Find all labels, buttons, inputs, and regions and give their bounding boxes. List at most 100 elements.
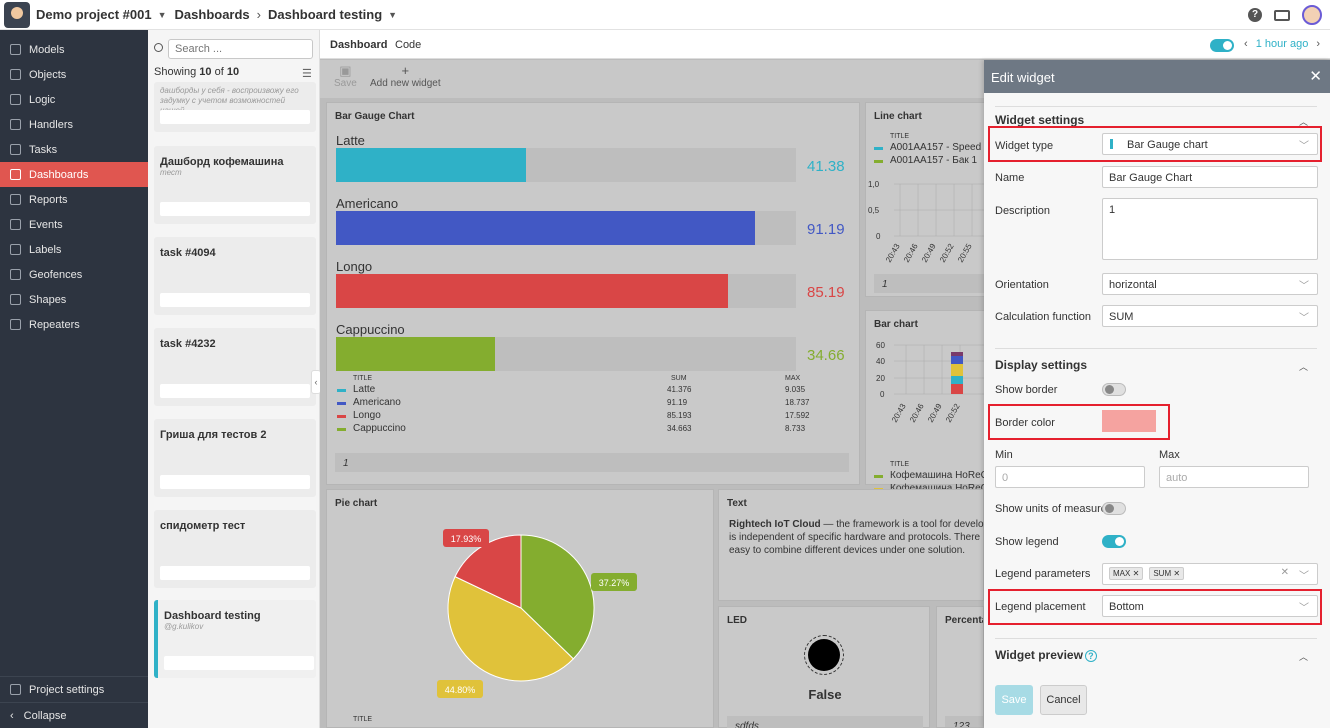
divider <box>995 348 1317 349</box>
pie-chart-widget[interactable]: Pie chart 17.93% 37.27% 44.80% TITLE <box>326 489 714 728</box>
save-button[interactable]: Save <box>995 685 1033 715</box>
sidebar-item-geofences[interactable]: Geofences <box>0 262 148 287</box>
percent-widget[interactable]: Percenta 123 <box>936 606 984 728</box>
widget-footer: sdfds <box>727 716 923 728</box>
bar-gauge-icon <box>1110 139 1119 149</box>
breadcrumb-current[interactable]: Dashboard testing <box>268 7 383 22</box>
led-state: False <box>808 687 842 702</box>
project-name[interactable]: Demo project #001 <box>36 7 152 22</box>
line-chart-widget[interactable]: Line chart TITLE A001AA157 - Speed A001A… <box>865 102 986 297</box>
sidebar-item-shapes[interactable]: Shapes <box>0 287 148 312</box>
help-icon[interactable]: ? <box>1248 8 1262 22</box>
led-widget[interactable]: LED False sdfds <box>718 606 930 728</box>
y-tick-label: 20 <box>876 374 885 383</box>
sidebar-item-models[interactable]: Models <box>0 37 148 62</box>
sidebar-item-logic[interactable]: Logic <box>0 87 148 112</box>
border-color-swatch[interactable] <box>1102 410 1156 432</box>
legend-param-tag[interactable]: SUM ✕ <box>1149 567 1185 580</box>
list-item[interactable]: спидометр тест <box>154 510 316 588</box>
sidebar-item-tasks[interactable]: Tasks <box>0 137 148 162</box>
sidebar-item-repeaters[interactable]: Repeaters <box>0 312 148 337</box>
save-button[interactable]: ▣ Save <box>334 63 357 90</box>
cancel-button[interactable]: Cancel <box>1040 685 1087 715</box>
card-preview <box>160 293 310 307</box>
clear-icon[interactable]: ✕ <box>1280 567 1289 578</box>
list-item[interactable]: task #4094 <box>154 237 316 315</box>
min-input[interactable]: 0 <box>995 466 1145 488</box>
show-legend-toggle[interactable] <box>1102 535 1126 548</box>
show-units-label: Show units of measure <box>995 503 1107 515</box>
sidebar-item-labels[interactable]: Labels <box>0 237 148 262</box>
widget-title: Text <box>727 498 747 509</box>
y-tick-label: 0 <box>876 232 881 241</box>
list-item[interactable]: Гриша для тестов 2 <box>154 419 316 497</box>
tab-dashboard[interactable]: Dashboard <box>330 39 388 51</box>
section-display-settings[interactable]: Display settings <box>995 358 1088 372</box>
legend-params-label: Legend parameters <box>995 568 1091 580</box>
sidebar-item-reports[interactable]: Reports <box>0 187 148 212</box>
mail-icon[interactable] <box>1274 9 1290 21</box>
name-input[interactable]: Bar Gauge Chart <box>1102 166 1318 188</box>
widget-type-select[interactable]: Bar Gauge chart ﹀ <box>1102 133 1318 155</box>
close-icon[interactable]: ✕ <box>1309 68 1322 85</box>
time-range[interactable]: 1 hour ago <box>1255 38 1309 50</box>
filter-icon[interactable]: ☰ <box>302 68 312 80</box>
chevron-down-icon[interactable]: ▼ <box>388 9 398 20</box>
show-units-toggle[interactable] <box>1102 502 1126 515</box>
card-title: Гриша для тестов 2 <box>160 429 267 441</box>
bar-gauge-widget[interactable]: Bar Gauge Chart Latte 41.38 Americano 91… <box>326 102 860 485</box>
bar-chart-widget[interactable]: Bar chart 60 40 20 0 20:43 20:46 20:49 2… <box>865 310 993 494</box>
search-input[interactable] <box>168 39 313 59</box>
dashboard-icon <box>10 169 21 180</box>
handler-icon <box>10 119 21 130</box>
live-toggle[interactable] <box>1210 39 1234 52</box>
chevron-left-icon[interactable]: ‹ <box>1244 38 1248 50</box>
description-textarea[interactable]: 1 <box>1102 198 1318 260</box>
max-input[interactable]: auto <box>1159 466 1309 488</box>
legend-row: Cappuccino 34.663 8.733 <box>337 423 807 436</box>
highlight-box <box>988 589 1322 625</box>
avatar[interactable] <box>1302 5 1322 25</box>
gauge-value: 91.19 <box>807 221 845 238</box>
gauge-track <box>336 337 796 371</box>
collapse-button[interactable]: ‹ Collapse <box>0 702 148 728</box>
chevron-right-icon[interactable]: › <box>1316 38 1320 50</box>
sidebar-item-events[interactable]: Events <box>0 212 148 237</box>
bar-segment <box>951 352 963 356</box>
section-widget-preview[interactable]: Widget preview? <box>995 648 1097 662</box>
legend-header-title: TITLE <box>353 375 373 382</box>
text-widget[interactable]: Text Rightech IoT Cloud — the framework … <box>718 489 989 601</box>
card-preview <box>160 384 310 398</box>
pie-label-bg <box>591 573 637 591</box>
calc-function-select[interactable]: SUM ﹀ <box>1102 305 1318 327</box>
sidebar-item-handlers[interactable]: Handlers <box>0 112 148 137</box>
breadcrumb-dashboards[interactable]: Dashboards <box>174 7 250 22</box>
orientation-select[interactable]: horizontal ﹀ <box>1102 273 1318 295</box>
legend-row: Americano 91.19 18.737 <box>337 397 809 410</box>
legend-param-tag[interactable]: MAX ✕ <box>1109 567 1144 580</box>
widget-title: Bar Gauge Chart <box>335 111 415 122</box>
legend-placement-select[interactable]: Bottom ﹀ <box>1102 595 1318 617</box>
section-widget-settings[interactable]: Widget settings <box>995 113 1085 127</box>
project-settings-button[interactable]: Project settings <box>0 676 148 702</box>
tab-code[interactable]: Code <box>395 39 422 51</box>
pie-label-bg <box>437 680 483 698</box>
legend-title: TITLE <box>890 461 910 468</box>
chevron-up-icon[interactable]: ︿ <box>1298 362 1308 372</box>
add-widget-button[interactable]: + Add new widget <box>370 63 441 90</box>
sidebar-item-objects[interactable]: Objects <box>0 62 148 87</box>
chevron-up-icon[interactable]: ︿ <box>1298 117 1308 127</box>
list-item-selected[interactable]: Dashboard testing @g.kulikov <box>154 600 316 678</box>
app-logo[interactable] <box>4 1 30 28</box>
sidebar-item-dashboards[interactable]: Dashboards <box>0 162 148 187</box>
chevron-up-icon[interactable]: ︿ <box>1298 652 1308 662</box>
x-tick-label: 20:46 <box>902 242 920 264</box>
list-item[interactable]: Дашборд кофемашина тест <box>154 146 316 224</box>
widget-title: Percenta <box>945 615 984 626</box>
chevron-down-icon[interactable]: ▼ <box>157 9 167 20</box>
legend-params-select[interactable]: MAX ✕ SUM ✕ ✕ ﹀ <box>1102 563 1318 585</box>
show-border-toggle[interactable] <box>1102 383 1126 396</box>
list-item[interactable]: дашборды у себя - воспроизвожу его задум… <box>154 82 316 132</box>
dashboard-list-panel: Showing 10 of 10 ☰ дашборды у себя - вос… <box>148 30 452 728</box>
list-item[interactable]: task #4232 <box>154 328 316 406</box>
